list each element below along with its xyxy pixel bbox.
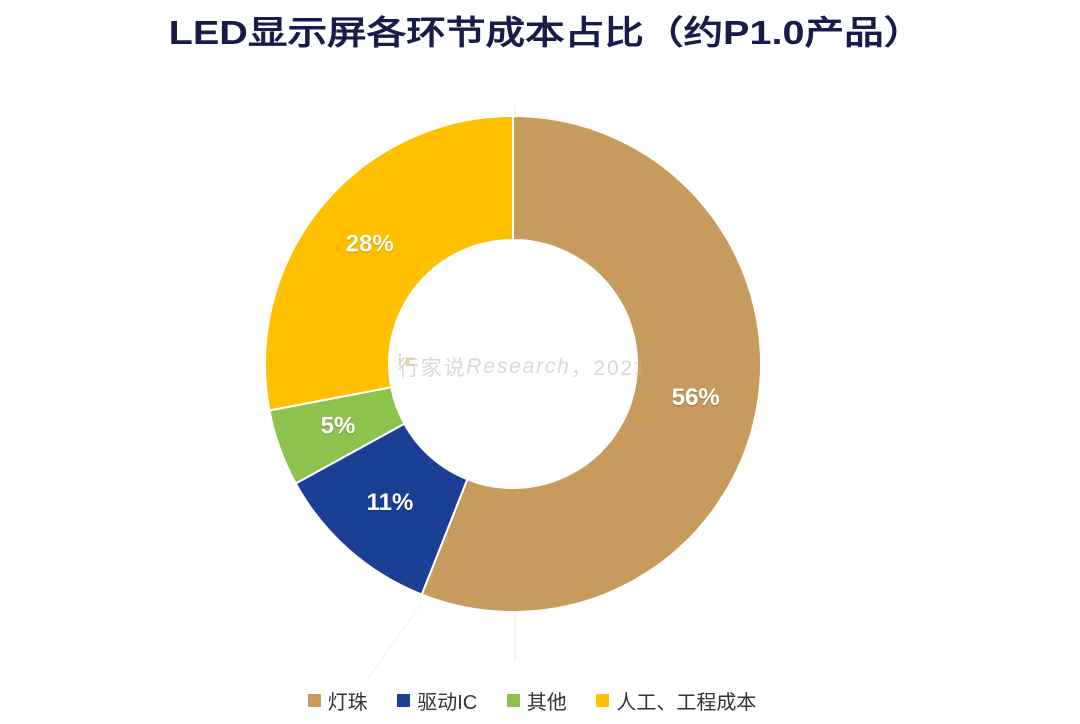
svg-text:56%: 56% <box>672 384 720 411</box>
svg-text:11%: 11% <box>367 489 414 516</box>
svg-text:5%: 5% <box>321 412 356 439</box>
svg-text:28%: 28% <box>346 231 394 258</box>
